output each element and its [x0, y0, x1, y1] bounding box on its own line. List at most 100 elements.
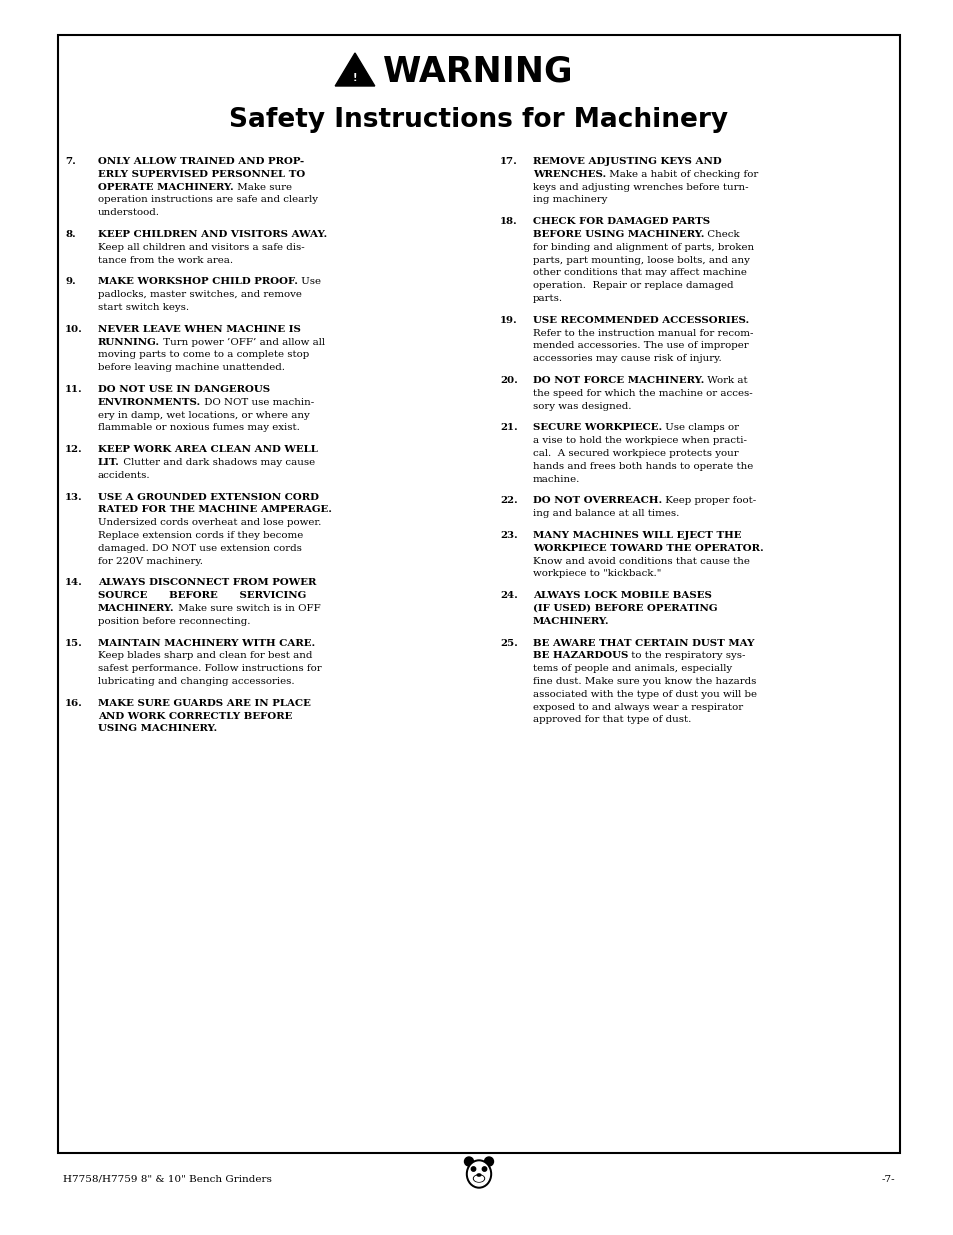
Text: flammable or noxious fumes may exist.: flammable or noxious fumes may exist.: [98, 424, 299, 432]
Text: 9.: 9.: [65, 278, 75, 287]
Text: Use clamps or: Use clamps or: [661, 424, 739, 432]
Text: DO NOT use machin-: DO NOT use machin-: [201, 398, 314, 406]
Text: before leaving machine unattended.: before leaving machine unattended.: [98, 363, 285, 372]
Text: Safety Instructions for Machinery: Safety Instructions for Machinery: [230, 107, 728, 133]
Text: cal.  A secured workpiece protects your: cal. A secured workpiece protects your: [533, 450, 738, 458]
Text: Replace extension cords if they become: Replace extension cords if they become: [98, 531, 303, 540]
Text: fine dust. Make sure you know the hazards: fine dust. Make sure you know the hazard…: [533, 677, 756, 685]
Text: accessories may cause risk of injury.: accessories may cause risk of injury.: [533, 354, 721, 363]
Text: 20.: 20.: [499, 375, 517, 385]
Ellipse shape: [466, 1160, 491, 1188]
Text: Make sure switch is in OFF: Make sure switch is in OFF: [174, 604, 320, 613]
Text: 10.: 10.: [65, 325, 83, 333]
Text: 8.: 8.: [65, 230, 75, 240]
Text: DO NOT FORCE MACHINERY.: DO NOT FORCE MACHINERY.: [533, 375, 703, 385]
Text: 7.: 7.: [65, 157, 76, 165]
Text: SOURCE      BEFORE      SERVICING: SOURCE BEFORE SERVICING: [98, 592, 306, 600]
Text: for 220V machinery.: for 220V machinery.: [98, 557, 203, 566]
Text: ing machinery: ing machinery: [533, 195, 610, 205]
Text: SECURE WORKPIECE.: SECURE WORKPIECE.: [533, 424, 661, 432]
Circle shape: [482, 1167, 486, 1171]
Text: 23.: 23.: [499, 531, 517, 540]
Text: RATED FOR THE MACHINE AMPERAGE.: RATED FOR THE MACHINE AMPERAGE.: [98, 505, 332, 515]
Text: padlocks, master switches, and remove: padlocks, master switches, and remove: [98, 290, 301, 299]
Text: -7-: -7-: [881, 1174, 894, 1183]
Text: operation.  Repair or replace damaged: operation. Repair or replace damaged: [533, 282, 733, 290]
Text: Use: Use: [297, 278, 320, 287]
Text: BEFORE USING MACHINERY.: BEFORE USING MACHINERY.: [533, 230, 703, 240]
Text: to the respiratory sys-: to the respiratory sys-: [628, 651, 745, 661]
Text: BE HAZARDOUS: BE HAZARDOUS: [533, 651, 628, 661]
Ellipse shape: [474, 1176, 483, 1181]
Text: a vise to hold the workpiece when practi-: a vise to hold the workpiece when practi…: [533, 436, 746, 445]
Text: Know and avoid conditions that cause the: Know and avoid conditions that cause the: [533, 557, 749, 566]
Text: exposed to and always wear a respirator: exposed to and always wear a respirator: [533, 703, 742, 711]
Text: sory was designed.: sory was designed.: [533, 401, 631, 410]
Text: lubricating and changing accessories.: lubricating and changing accessories.: [98, 677, 294, 685]
Text: MAINTAIN MACHINERY WITH CARE.: MAINTAIN MACHINERY WITH CARE.: [98, 638, 314, 647]
Text: tance from the work area.: tance from the work area.: [98, 256, 233, 264]
Text: understood.: understood.: [98, 209, 160, 217]
Text: damaged. DO NOT use extension cords: damaged. DO NOT use extension cords: [98, 543, 301, 553]
Text: other conditions that may affect machine: other conditions that may affect machine: [533, 268, 746, 278]
Text: workpiece to "kickback.": workpiece to "kickback.": [533, 569, 660, 578]
Text: MACHINERY.: MACHINERY.: [98, 604, 174, 613]
Text: DO NOT USE IN DANGEROUS: DO NOT USE IN DANGEROUS: [98, 385, 270, 394]
Text: Turn power ’OFF’ and allow all: Turn power ’OFF’ and allow all: [160, 337, 325, 347]
Text: Keep blades sharp and clean for best and: Keep blades sharp and clean for best and: [98, 651, 312, 661]
Text: moving parts to come to a complete stop: moving parts to come to a complete stop: [98, 351, 309, 359]
Text: NEVER LEAVE WHEN MACHINE IS: NEVER LEAVE WHEN MACHINE IS: [98, 325, 300, 333]
Text: 19.: 19.: [499, 316, 517, 325]
Text: Work at: Work at: [703, 375, 747, 385]
Text: RUNNING.: RUNNING.: [98, 337, 160, 347]
Ellipse shape: [468, 1162, 489, 1186]
Text: mended accessories. The use of improper: mended accessories. The use of improper: [533, 341, 748, 351]
Text: LIT.: LIT.: [98, 458, 120, 467]
Text: 25.: 25.: [499, 638, 517, 647]
Text: Keep all children and visitors a safe dis-: Keep all children and visitors a safe di…: [98, 243, 304, 252]
Text: ENVIRONMENTS.: ENVIRONMENTS.: [98, 398, 201, 406]
Ellipse shape: [464, 1157, 473, 1166]
Text: ALWAYS LOCK MOBILE BASES: ALWAYS LOCK MOBILE BASES: [533, 592, 711, 600]
Text: parts, part mounting, loose bolts, and any: parts, part mounting, loose bolts, and a…: [533, 256, 749, 264]
Text: ALWAYS DISCONNECT FROM POWER: ALWAYS DISCONNECT FROM POWER: [98, 578, 316, 588]
Text: hands and frees both hands to operate the: hands and frees both hands to operate th…: [533, 462, 753, 471]
Text: Refer to the instruction manual for recom-: Refer to the instruction manual for reco…: [533, 329, 753, 337]
Text: associated with the type of dust you will be: associated with the type of dust you wil…: [533, 690, 757, 699]
Text: 24.: 24.: [499, 592, 517, 600]
Text: parts.: parts.: [533, 294, 562, 303]
Circle shape: [471, 1167, 476, 1171]
Text: for binding and alignment of parts, broken: for binding and alignment of parts, brok…: [533, 243, 753, 252]
Text: USE A GROUNDED EXTENSION CORD: USE A GROUNDED EXTENSION CORD: [98, 493, 318, 501]
Ellipse shape: [484, 1157, 493, 1166]
Polygon shape: [335, 53, 375, 86]
Text: keys and adjusting wrenches before turn-: keys and adjusting wrenches before turn-: [533, 183, 748, 191]
Bar: [58, 35, 899, 1153]
Text: MACHINERY.: MACHINERY.: [533, 616, 609, 626]
Text: WARNING: WARNING: [382, 54, 573, 88]
Text: 11.: 11.: [65, 385, 83, 394]
Ellipse shape: [473, 1174, 484, 1182]
Text: 22.: 22.: [499, 496, 517, 505]
Ellipse shape: [476, 1174, 480, 1176]
Text: safest performance. Follow instructions for: safest performance. Follow instructions …: [98, 664, 321, 673]
Text: position before reconnecting.: position before reconnecting.: [98, 616, 251, 626]
Text: 13.: 13.: [65, 493, 83, 501]
Text: Clutter and dark shadows may cause: Clutter and dark shadows may cause: [120, 458, 314, 467]
Text: ing and balance at all times.: ing and balance at all times.: [533, 509, 679, 519]
Text: (IF USED) BEFORE OPERATING: (IF USED) BEFORE OPERATING: [533, 604, 717, 613]
Text: AND WORK CORRECTLY BEFORE: AND WORK CORRECTLY BEFORE: [98, 711, 292, 720]
Text: WRENCHES.: WRENCHES.: [533, 169, 605, 179]
Text: DO NOT OVERREACH.: DO NOT OVERREACH.: [533, 496, 661, 505]
Text: Undersized cords overheat and lose power.: Undersized cords overheat and lose power…: [98, 519, 321, 527]
Text: machine.: machine.: [533, 474, 579, 484]
Text: MAKE SURE GUARDS ARE IN PLACE: MAKE SURE GUARDS ARE IN PLACE: [98, 699, 311, 708]
Text: H7758/H7759 8" & 10" Bench Grinders: H7758/H7759 8" & 10" Bench Grinders: [63, 1174, 272, 1183]
Text: start switch keys.: start switch keys.: [98, 303, 189, 312]
Text: approved for that type of dust.: approved for that type of dust.: [533, 715, 691, 725]
Text: MANY MACHINES WILL EJECT THE: MANY MACHINES WILL EJECT THE: [533, 531, 740, 540]
Text: !: !: [353, 73, 356, 83]
Text: MAKE WORKSHOP CHILD PROOF.: MAKE WORKSHOP CHILD PROOF.: [98, 278, 297, 287]
Text: 21.: 21.: [499, 424, 517, 432]
Text: Keep proper foot-: Keep proper foot-: [661, 496, 756, 505]
